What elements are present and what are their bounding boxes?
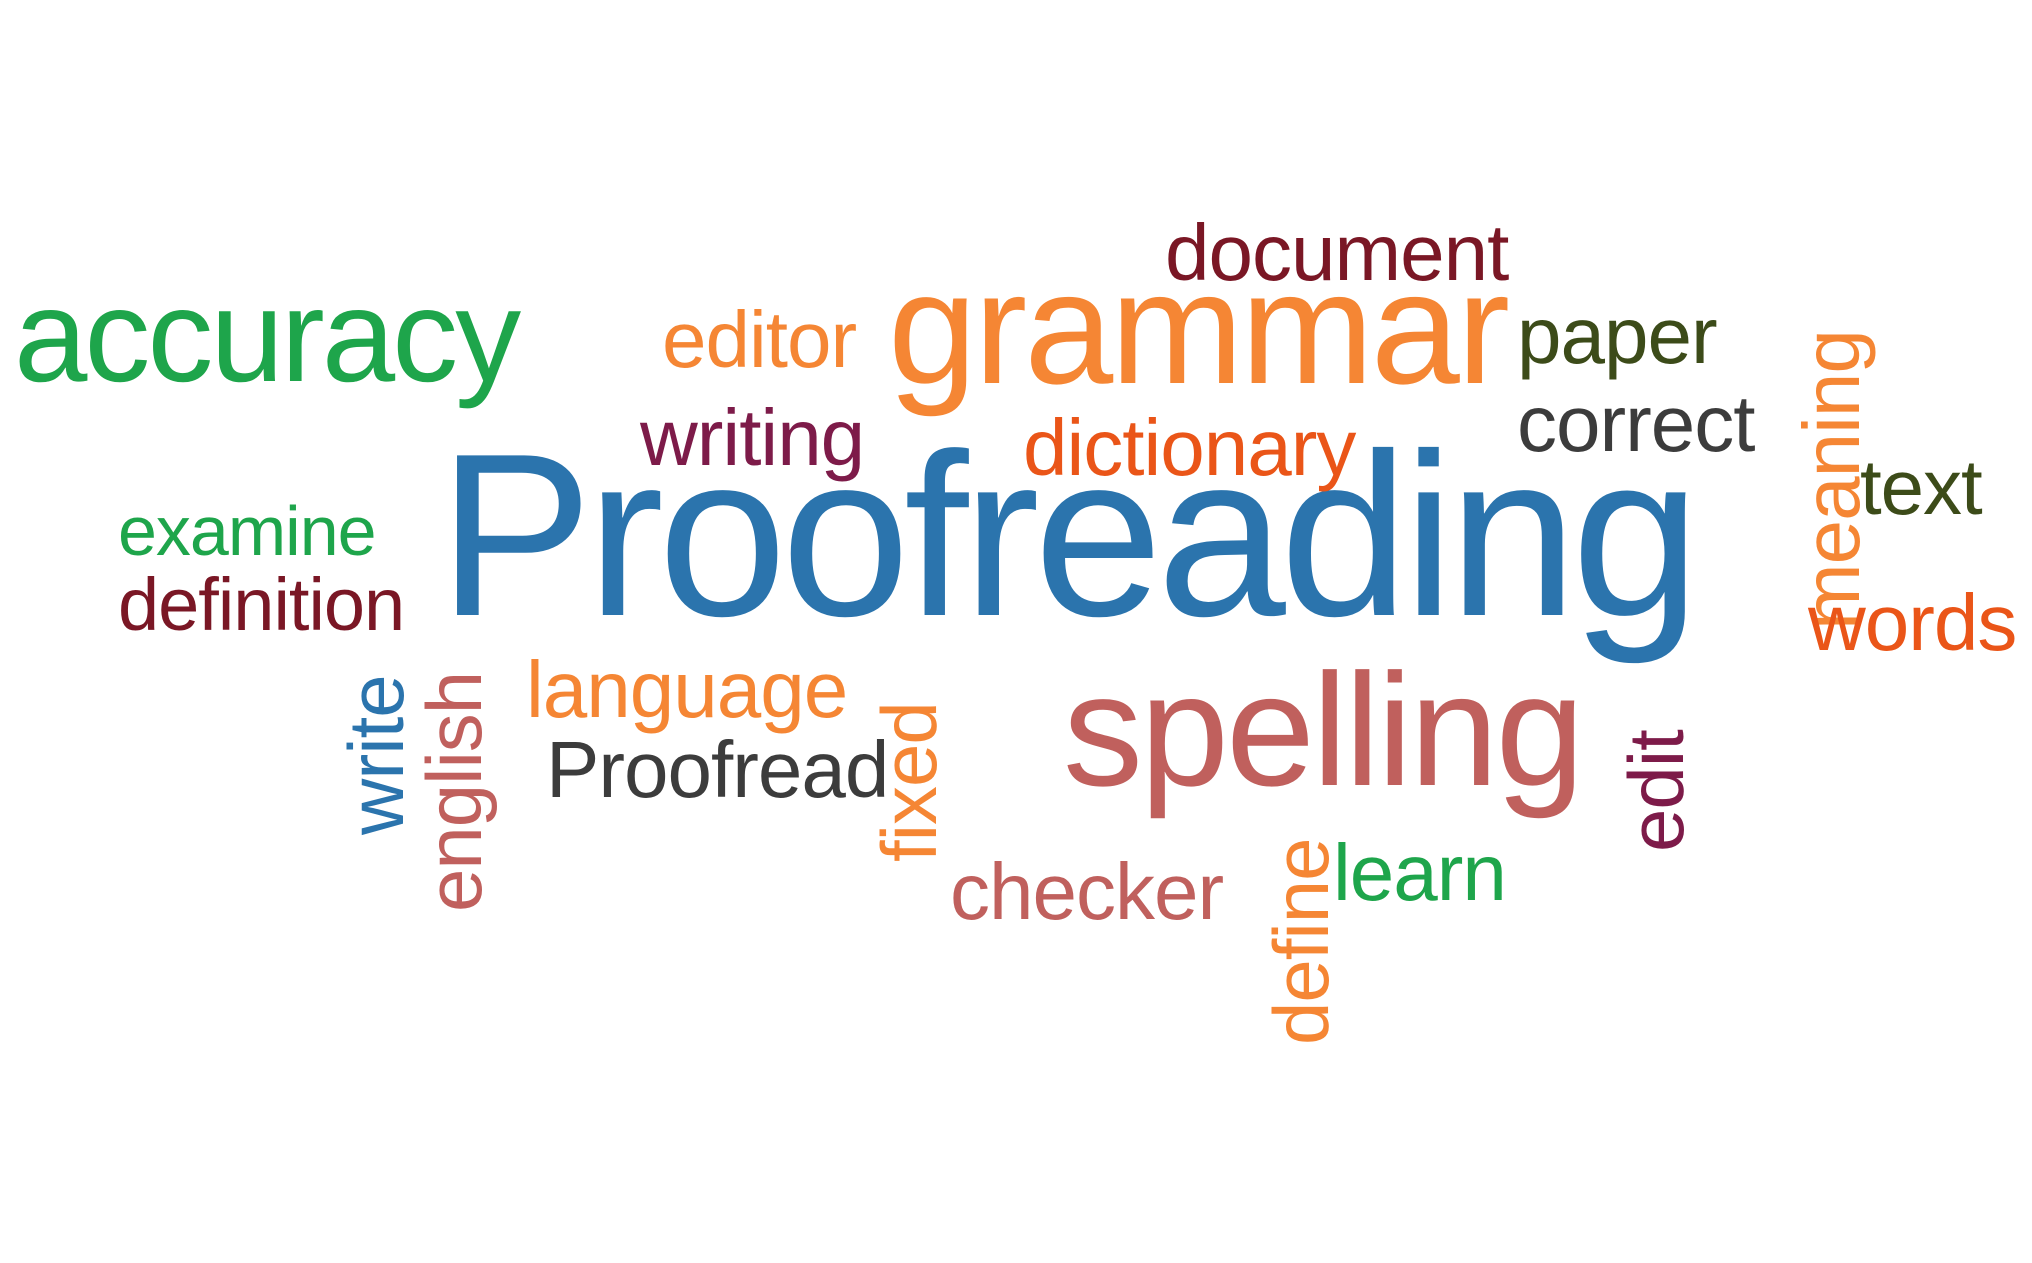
word-edit: edit (1612, 730, 1700, 852)
word-define: define (1257, 838, 1345, 1045)
word-dictionary: dictionary (1023, 403, 1356, 492)
word-checker: checker (950, 847, 1224, 936)
word-words: words (1808, 578, 2017, 667)
word-paper: paper (1517, 291, 1718, 380)
word-correct: correct (1517, 379, 1755, 468)
word-examine: examine (118, 492, 377, 570)
word-proofreading: Proofreading (438, 406, 1700, 665)
word-language: language (526, 645, 848, 734)
word-document: document (1165, 208, 1509, 297)
word-fixed: fixed (865, 702, 953, 862)
word-grammar: grammar (888, 238, 1510, 417)
word-writing: writing (640, 393, 865, 482)
word-accuracy: accuracy (14, 262, 521, 409)
word-text: text (1860, 443, 1983, 531)
word-proofread: Proofread (546, 725, 889, 814)
word-english: english (410, 671, 498, 912)
word-learn: learn (1333, 828, 1507, 917)
word-definition: definition (118, 563, 405, 646)
word-spelling: spelling (1063, 640, 1585, 819)
word-editor: editor (662, 295, 857, 384)
word-write: write (332, 675, 420, 835)
